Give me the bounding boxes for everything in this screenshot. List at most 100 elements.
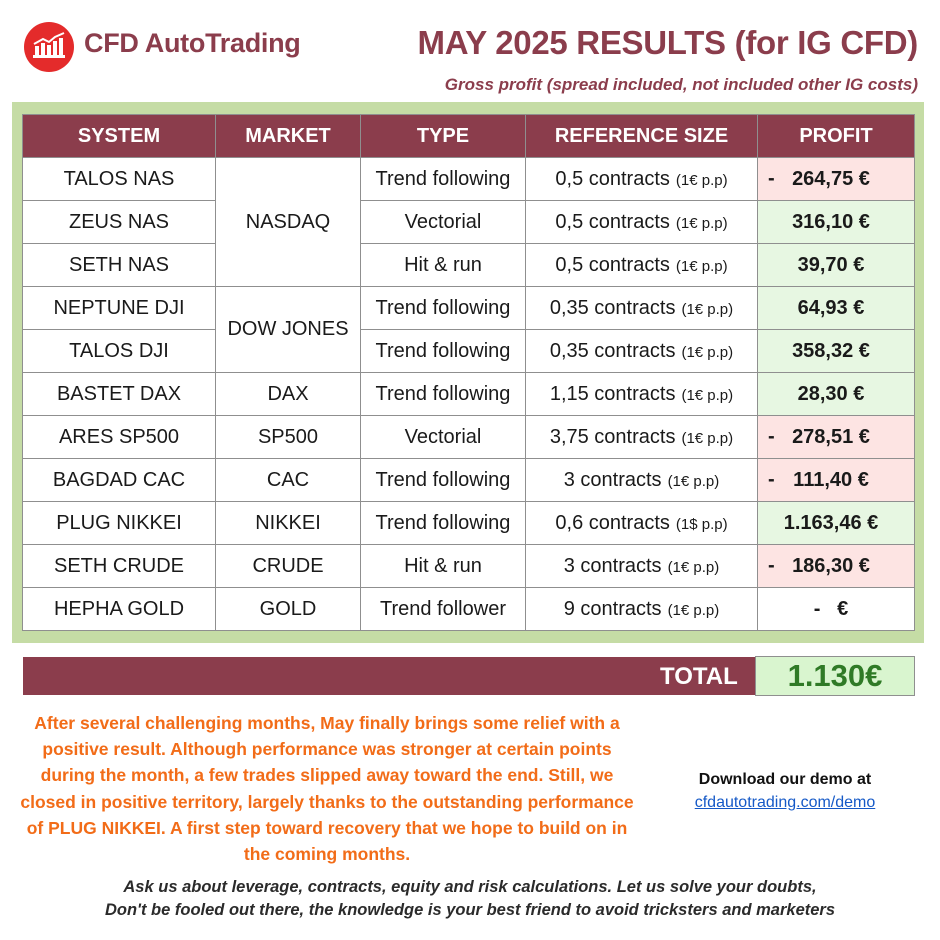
profit-cell: 1.163,46 € — [757, 501, 915, 545]
negative-sign: - — [768, 167, 775, 190]
size-unit: (1€ p.p) — [667, 558, 720, 576]
profit-cell: 316,10 € — [757, 200, 915, 244]
size-value: 3,75 contracts — [549, 425, 676, 448]
size-cell: 0,35 contracts (1€ p.p) — [525, 286, 758, 330]
demo-block: Download our demo at cfdautotrading.com/… — [660, 768, 910, 814]
table-row: TALOS DJI Trend following 0,35 contracts… — [22, 329, 915, 373]
system-cell: TALOS DJI — [22, 329, 216, 373]
market-cell: GOLD — [215, 587, 361, 631]
market-cell: DOW JONES — [215, 286, 361, 373]
profit-value: 1.163,46 € — [783, 511, 879, 534]
negative-sign: - — [768, 468, 775, 491]
profit-value: 64,93 € — [797, 296, 865, 319]
size-value: 0,35 contracts — [549, 296, 676, 319]
total-value: 1.130€ — [755, 656, 915, 696]
market-cell: NIKKEI — [215, 501, 361, 545]
type-cell: Trend following — [360, 372, 526, 416]
monthly-commentary: After several challenging months, May fi… — [20, 713, 634, 865]
header-market: MARKET — [215, 114, 361, 158]
footer-line-1: Ask us about leverage, contracts, equity… — [123, 878, 817, 896]
system-cell: SETH NAS — [22, 243, 216, 287]
size-cell: 3 contracts (1€ p.p) — [525, 544, 758, 588]
table-row: HEPHA GOLD GOLD Trend follower 9 contrac… — [22, 587, 915, 631]
type-cell: Trend follower — [360, 587, 526, 631]
size-value: 0,5 contracts — [555, 167, 670, 190]
profit-cell: 64,93 € — [757, 286, 915, 330]
system-cell: ARES SP500 — [22, 415, 216, 459]
size-value: 0,6 contracts — [555, 511, 670, 534]
size-unit: (1€ p.p) — [675, 214, 728, 232]
system-cell: ZEUS NAS — [22, 200, 216, 244]
profit-cell: -264,75 € — [757, 157, 915, 201]
size-unit: (1€ p.p) — [681, 429, 734, 447]
system-cell: PLUG NIKKEI — [22, 501, 216, 545]
size-cell: 1,15 contracts (1€ p.p) — [525, 372, 758, 416]
market-cell: SP500 — [215, 415, 361, 459]
header-type: TYPE — [360, 114, 526, 158]
type-cell: Trend following — [360, 157, 526, 201]
size-cell: 0,5 contracts (1€ p.p) — [525, 243, 758, 287]
market-cell: DAX — [215, 372, 361, 416]
system-cell: TALOS NAS — [22, 157, 216, 201]
demo-link[interactable]: cfdautotrading.com/demo — [694, 794, 876, 811]
profit-cell: 39,70 € — [757, 243, 915, 287]
size-cell: 0,5 contracts (1€ p.p) — [525, 157, 758, 201]
profit-value: 264,75 € — [792, 167, 870, 190]
size-cell: 3 contracts (1€ p.p) — [525, 458, 758, 502]
footer-note: Ask us about leverage, contracts, equity… — [0, 876, 940, 922]
profit-value: 28,30 € — [797, 382, 865, 405]
system-cell: NEPTUNE DJI — [22, 286, 216, 330]
table-row: PLUG NIKKEI NIKKEI Trend following 0,6 c… — [22, 501, 915, 545]
demo-text: Download our demo at — [698, 771, 872, 788]
profit-cell: -186,30 € — [757, 544, 915, 588]
size-unit: (1€ p.p) — [681, 300, 734, 318]
profit-cell: 358,32 € — [757, 329, 915, 373]
results-table: SYSTEM MARKET TYPE REFERENCE SIZE PROFIT… — [22, 114, 915, 631]
page-title: MAY 2025 RESULTS (for IG CFD) — [417, 24, 919, 61]
size-value: 0,5 contracts — [555, 210, 670, 233]
profit-value: 278,51 € — [792, 425, 870, 448]
size-cell: 9 contracts (1€ p.p) — [525, 587, 758, 631]
size-value: 1,15 contracts — [549, 382, 676, 405]
type-cell: Trend following — [360, 501, 526, 545]
system-cell: BAGDAD CAC — [22, 458, 216, 502]
profit-value: 111,40 € — [793, 468, 869, 491]
profit-cell: - € — [757, 587, 915, 631]
size-unit: (1€ p.p) — [667, 601, 720, 619]
size-unit: (1€ p.p) — [675, 257, 728, 275]
negative-sign: - — [768, 425, 775, 448]
size-unit: (1€ p.p) — [667, 472, 720, 490]
size-unit: (1$ p.p) — [675, 515, 728, 533]
table-row: SETH NAS Hit & run 0,5 contracts (1€ p.p)… — [22, 243, 915, 287]
size-value: 3 contracts — [563, 554, 662, 577]
size-cell: 0,5 contracts (1€ p.p) — [525, 200, 758, 244]
header-profit: PROFIT — [757, 114, 915, 158]
negative-sign: - — [768, 554, 775, 577]
table-row: BAGDAD CAC CAC Trend following 3 contrac… — [22, 458, 915, 502]
type-cell: Vectorial — [360, 415, 526, 459]
size-unit: (1€ p.p) — [681, 343, 734, 361]
profit-value: 316,10 € — [792, 210, 870, 233]
total-label: TOTAL — [660, 663, 738, 690]
table-row: ZEUS NAS Vectorial 0,5 contracts (1€ p.p)… — [22, 200, 915, 244]
size-unit: (1€ p.p) — [681, 386, 734, 404]
size-cell: 3,75 contracts (1€ p.p) — [525, 415, 758, 459]
brand-name: CFD AutoTrading — [84, 28, 301, 58]
type-cell: Trend following — [360, 286, 526, 330]
type-cell: Trend following — [360, 329, 526, 373]
page-subtitle: Gross profit (spread included, not inclu… — [444, 75, 918, 94]
type-cell: Trend following — [360, 458, 526, 502]
table-row: BASTET DAX DAX Trend following 1,15 cont… — [22, 372, 915, 416]
type-cell: Vectorial — [360, 200, 526, 244]
logo-icon — [24, 22, 74, 72]
size-unit: (1€ p.p) — [675, 171, 728, 189]
market-cell: CAC — [215, 458, 361, 502]
table-row: TALOS NAS NASDAQ Trend following 0,5 con… — [22, 157, 915, 287]
size-cell: 0,6 contracts (1$ p.p) — [525, 501, 758, 545]
header-system: SYSTEM — [22, 114, 216, 158]
profit-cell: -278,51 € — [757, 415, 915, 459]
profit-value: - € — [813, 597, 849, 620]
market-cell: CRUDE — [215, 544, 361, 588]
system-cell: BASTET DAX — [22, 372, 216, 416]
profit-value: 186,30 € — [792, 554, 870, 577]
